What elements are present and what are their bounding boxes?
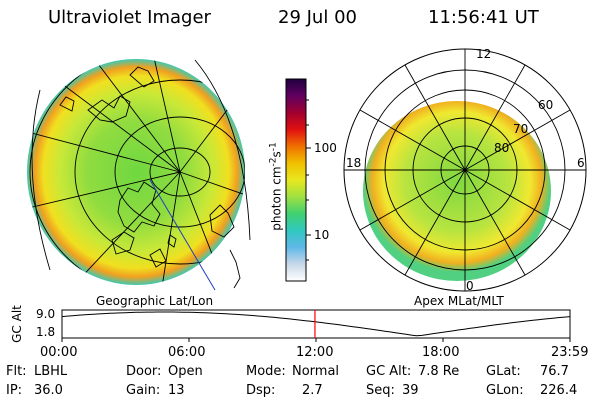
mlt-label-left: 18 (346, 156, 362, 170)
xtick-1200: 12:00 (296, 345, 334, 360)
apex-mlat-mlt-image (343, 48, 587, 292)
mlat-label-80: 80 (494, 141, 510, 155)
gain-label: Gain: (126, 383, 161, 398)
gcalt-value: 7.8 Re (418, 364, 460, 379)
xtick-2359: 23:59 (551, 345, 589, 360)
left-panel-title: Geographic Lat/Lon (96, 294, 214, 308)
flt-value: LBHL (34, 364, 68, 379)
altitude-ylabel: GC Alt (9, 305, 24, 343)
mlat-grid (344, 49, 586, 291)
mlat-label-70: 70 (513, 122, 529, 136)
terminator-line (149, 179, 216, 291)
right-panel-title: Apex MLat/MLT (414, 294, 504, 308)
door-value: Open (168, 364, 203, 379)
mlt-label-right: 6 (577, 156, 585, 170)
door-label: Door: (126, 364, 162, 379)
auroral-oval-right (363, 101, 551, 281)
dsp-value: 2.7 (302, 383, 323, 398)
xtick-1800: 18:00 (422, 345, 460, 360)
glat-value: 76.7 (540, 364, 569, 379)
colorbar-unit-label: photon cm-2s-1 (268, 142, 284, 231)
seq-value: 39 (402, 383, 419, 398)
ip-label: IP: (6, 383, 23, 398)
altitude-plot-frame (61, 309, 571, 339)
mlt-label-bottom: 0 (466, 279, 474, 293)
colorbar-tick-100: 100 (314, 141, 337, 155)
coastlines (59, 66, 241, 289)
glat-label: GLat: (486, 364, 521, 379)
geographic-image (27, 59, 251, 291)
flt-label: Flt: (6, 364, 27, 379)
altitude-curve (61, 311, 571, 337)
mlt-label-top: 12 (476, 47, 492, 61)
image-time: 11:56:41 UT (428, 7, 539, 28)
auroral-oval-left (27, 59, 245, 285)
mlat-label-60: 60 (538, 98, 554, 112)
dsp-label: Dsp: (246, 383, 276, 398)
glon-label: GLon: (486, 383, 524, 398)
colorbar-scale (285, 78, 307, 282)
colorbar-tick-10: 10 (314, 228, 330, 242)
gain-value: 13 (168, 383, 185, 398)
image-date: 29 Jul 00 (278, 7, 357, 28)
seq-label: Seq: (366, 383, 395, 398)
ip-value: 36.0 (34, 383, 63, 398)
glon-value: 226.4 (540, 383, 578, 398)
altitude-ytick-top: 9.0 (36, 307, 56, 321)
gcalt-label: GC Alt: (366, 364, 412, 379)
altitude-plot (61, 309, 571, 342)
mode-label: Mode: (246, 364, 286, 379)
altitude-ytick-bottom: 1.8 (36, 325, 56, 339)
mode-value: Normal (292, 364, 340, 379)
colorbar (285, 78, 311, 282)
xtick-0600: 06:00 (168, 345, 206, 360)
instrument-title: Ultraviolet Imager (48, 7, 211, 28)
xtick-0000: 00:00 (40, 345, 78, 360)
